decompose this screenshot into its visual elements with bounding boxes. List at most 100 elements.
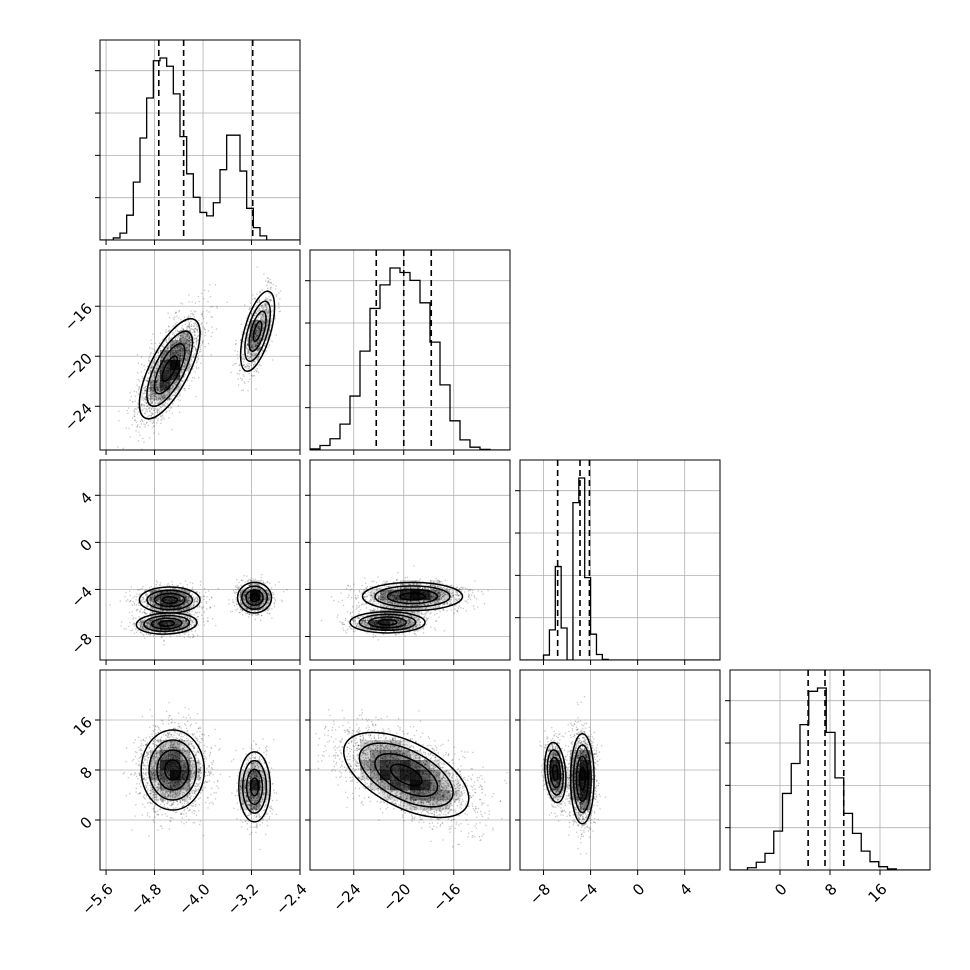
scatter-panel-3-1: −24 −20 −16 xyxy=(305,669,511,915)
contour-1-1 xyxy=(368,616,407,629)
contour-1-0 xyxy=(578,766,587,791)
density-bin xyxy=(450,780,461,791)
density-bin xyxy=(160,740,171,751)
contour-1-3 xyxy=(239,290,276,373)
contour-2-3 xyxy=(236,581,273,614)
contour-0-2 xyxy=(146,589,194,611)
contour-0-0 xyxy=(399,592,426,601)
density-bin xyxy=(180,770,191,781)
contour-2-0 xyxy=(249,593,260,603)
density-bin xyxy=(390,780,401,791)
x-tick-label: −8 xyxy=(526,880,554,908)
density-bin xyxy=(400,620,411,631)
density-bin xyxy=(170,360,181,371)
panel-frame xyxy=(519,669,721,871)
density-bin xyxy=(170,370,181,381)
y-tick-label: −20 xyxy=(61,350,96,385)
contour-1-1 xyxy=(575,755,589,802)
histogram-panel-2 xyxy=(515,459,721,665)
y-tick-label: 0 xyxy=(77,813,96,832)
density-bin xyxy=(250,350,261,361)
contour-0-1 xyxy=(549,756,562,789)
density-bin xyxy=(380,790,391,801)
density-bin xyxy=(420,800,431,811)
density-bin xyxy=(580,750,591,761)
contour-0-0 xyxy=(551,764,559,781)
contour-2-2 xyxy=(241,585,269,610)
y-tick-label: 4 xyxy=(77,489,96,508)
density-bin xyxy=(180,590,191,601)
density-bin xyxy=(430,800,441,811)
density-bin xyxy=(410,620,421,631)
scatter-panel-2-1 xyxy=(305,459,511,665)
contour-1-3 xyxy=(349,611,426,634)
panel-frame xyxy=(519,459,721,661)
density-bin xyxy=(360,760,371,771)
density-bin xyxy=(370,780,381,791)
density-bin xyxy=(430,790,441,801)
density-bin xyxy=(430,590,441,601)
contour-0-2 xyxy=(358,742,454,808)
density-bin xyxy=(150,390,161,401)
density-bin xyxy=(420,780,431,791)
density-bin xyxy=(170,620,181,631)
density-bin xyxy=(160,600,171,611)
panel-frame xyxy=(729,669,931,871)
density-bin xyxy=(170,600,181,611)
contour-2-1 xyxy=(245,589,264,607)
density-bin xyxy=(390,620,401,631)
histogram-step-2 xyxy=(520,477,720,660)
density-bin xyxy=(160,360,171,371)
density-bin xyxy=(180,750,191,761)
density-bin xyxy=(380,780,391,791)
density-bin xyxy=(170,760,181,771)
contour-0-2 xyxy=(374,585,451,608)
contour-1-1 xyxy=(245,768,264,806)
density-bin xyxy=(160,370,171,381)
histogram-step-1 xyxy=(310,267,510,450)
scatter-panel-3-0: 0 8 16 −5.6 −4.8 −4.0 −3.2 −2.4 xyxy=(70,669,311,919)
x-tick-label: −4 xyxy=(573,880,601,908)
panel-frame xyxy=(99,669,301,871)
y-tick-label: 0 xyxy=(77,536,96,555)
density-bin xyxy=(160,750,171,761)
density-bin xyxy=(360,750,371,761)
contour-0-0 xyxy=(161,596,179,604)
density-bin xyxy=(400,800,411,811)
density-bin xyxy=(160,790,171,801)
density-bin xyxy=(450,790,461,801)
density-bin xyxy=(390,790,401,801)
density-bin xyxy=(260,780,271,791)
density-bin xyxy=(170,750,181,761)
contour-0-0 xyxy=(164,759,182,781)
histogram-panel-1 xyxy=(305,249,511,455)
density-bin xyxy=(250,770,261,781)
density-bin xyxy=(580,760,591,771)
density-bin xyxy=(390,590,401,601)
density-bin xyxy=(370,740,381,751)
y-tick-label: −24 xyxy=(61,400,96,435)
x-tick-label: −4.8 xyxy=(127,880,165,918)
density-bin xyxy=(260,330,271,341)
density-bin xyxy=(180,620,191,631)
density-bin xyxy=(400,750,411,761)
density-bin xyxy=(410,580,421,591)
contour-1-2 xyxy=(358,613,417,632)
x-tick-label: 16 xyxy=(865,880,891,906)
contour-0-0 xyxy=(161,355,179,382)
density-bin xyxy=(380,740,391,751)
density-bin xyxy=(430,770,441,781)
histogram-step-3 xyxy=(730,687,930,870)
contour-0-3 xyxy=(543,741,567,804)
contour-0-1 xyxy=(153,592,186,608)
density-bin xyxy=(250,330,261,341)
density-bin xyxy=(170,380,181,391)
density-bin xyxy=(420,790,431,801)
contour-1-2 xyxy=(244,300,272,362)
density-bin xyxy=(240,780,251,791)
density-bin xyxy=(150,620,161,631)
panel-frame xyxy=(309,249,511,451)
contour-0-3 xyxy=(140,729,205,811)
density-bin xyxy=(170,740,181,751)
